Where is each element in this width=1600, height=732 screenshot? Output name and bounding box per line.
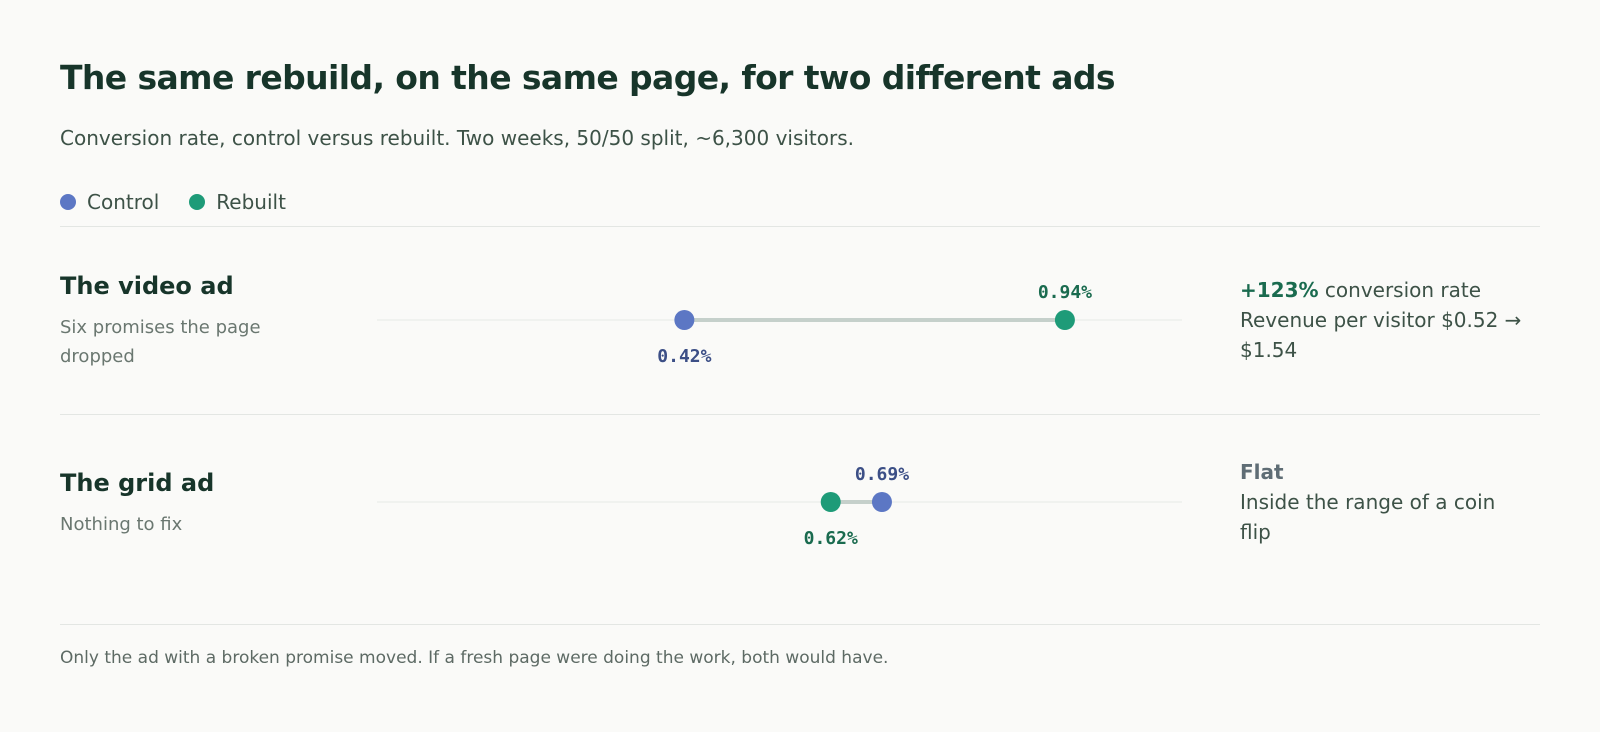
chart-subtitle: Conversion rate, control versus rebuilt.…	[60, 126, 855, 150]
divider-middle	[60, 414, 1540, 415]
point-control-the-grid-ad	[871, 492, 892, 512]
divider-bottom	[60, 624, 1540, 625]
result-headline-grid-ad: Flat	[1240, 457, 1530, 487]
dumbbell-plot: 0.42% 0.94% 0.69% 0.62%	[377, 282, 1182, 549]
result-grid-ad: Flat Inside the range of a coin flip	[1240, 457, 1530, 547]
point-rebuilt-the-grid-ad	[820, 492, 841, 512]
value-label-control-the-grid-ad: 0.69%	[855, 464, 909, 485]
chart-title: The same rebuild, on the same page, for …	[60, 58, 1116, 97]
result-video-ad: +123% conversion rate Revenue per visito…	[1240, 275, 1530, 365]
result-lead-video-ad: +123%	[1240, 278, 1319, 302]
result-detail-video-ad: Revenue per visitor $0.52 → $1.54	[1240, 308, 1522, 362]
row-subtitle-grid-ad: Nothing to fix	[60, 514, 183, 535]
value-label-rebuilt-the-grid-ad: 0.62%	[804, 528, 858, 549]
legend-swatch-control	[60, 194, 76, 210]
result-detail-grid-ad: Inside the range of a coin flip	[1240, 490, 1496, 544]
row-title-grid-ad: The grid ad	[60, 469, 215, 497]
legend-swatch-rebuilt	[189, 194, 206, 210]
row-subtitle-video-ad: Six promises the page dropped	[60, 317, 261, 367]
result-lead-rest-video-ad: conversion rate	[1318, 278, 1482, 302]
result-headline-video-ad: +123% conversion rate	[1240, 275, 1530, 305]
legend-label-rebuilt: Rebuilt	[216, 190, 286, 214]
chart-card: The same rebuild, on the same page, for …	[60, 0, 1540, 732]
legend-item-rebuilt: Rebuilt	[189, 190, 286, 214]
point-rebuilt-the-video-ad	[1054, 310, 1075, 330]
footnote: Only the ad with a broken promise moved.…	[60, 648, 889, 668]
legend-label-control: Control	[87, 190, 160, 214]
legend: Control Rebuilt	[60, 190, 316, 214]
legend-item-control: Control	[60, 190, 159, 214]
point-control-the-video-ad	[674, 310, 695, 330]
divider-top	[60, 226, 1540, 227]
value-label-rebuilt-the-video-ad: 0.94%	[1038, 282, 1092, 303]
row-title-video-ad: The video ad	[60, 272, 234, 300]
result-lead-grid-ad: Flat	[1240, 460, 1284, 484]
value-label-control-the-video-ad: 0.42%	[657, 346, 711, 367]
